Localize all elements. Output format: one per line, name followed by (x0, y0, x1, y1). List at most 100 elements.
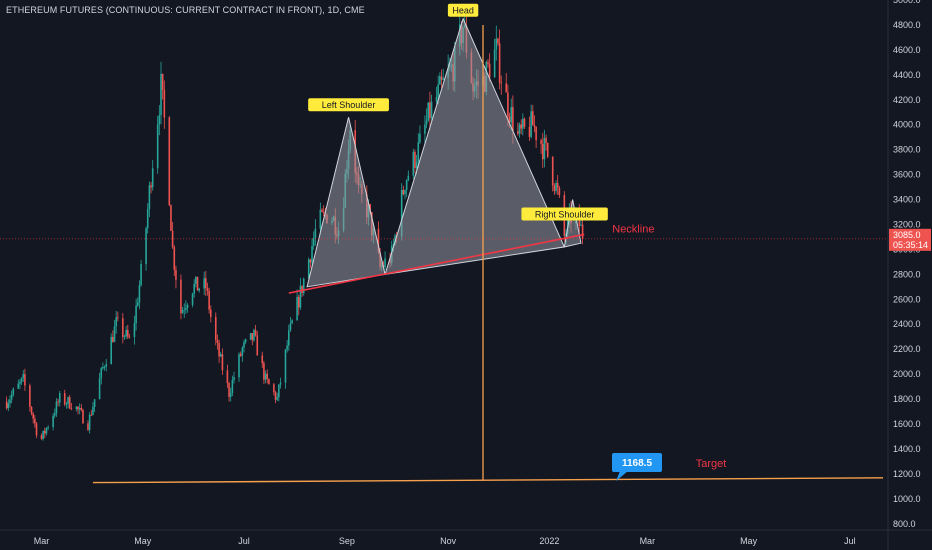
y-tick-label: 2800.0 (893, 269, 921, 279)
candle-body (218, 342, 220, 357)
candle-body (198, 288, 200, 291)
candle-body (394, 235, 396, 245)
candle-body (551, 156, 554, 186)
candle-body (168, 117, 171, 206)
candle-body (205, 278, 207, 289)
neckline-line (288, 233, 585, 294)
pattern-triangle-0 (306, 117, 386, 288)
candle-body (253, 329, 255, 341)
candle-body (439, 76, 441, 85)
candle-body (517, 131, 519, 134)
candle-body (427, 102, 430, 121)
candle-body (65, 403, 68, 405)
candle-body (278, 384, 280, 398)
candle-body (193, 283, 195, 294)
candle-body (532, 111, 534, 126)
candle-body (173, 247, 176, 270)
candle-body (288, 330, 290, 346)
current-price-badge (889, 228, 931, 251)
candle-body (498, 43, 501, 83)
candle-body (209, 309, 212, 317)
candle-body (67, 397, 69, 404)
candle-body (429, 102, 431, 119)
candle-body (440, 76, 443, 80)
candle-body (284, 349, 287, 383)
candle-body (20, 378, 23, 382)
candle-body (530, 111, 532, 137)
candle-body (9, 399, 11, 404)
candle-body (523, 118, 526, 127)
candle-body (400, 189, 403, 237)
candle-body (309, 259, 312, 263)
candle-body (55, 401, 58, 414)
candle-body (158, 115, 161, 125)
y-tick-label: 3600.0 (893, 170, 921, 180)
x-tick-label: Jul (844, 536, 856, 546)
candle-body (493, 49, 496, 78)
x-tick-label: 2022 (539, 536, 559, 546)
candle-body (128, 336, 131, 338)
y-tick-label: 1600.0 (893, 419, 921, 429)
left-shoulder-label-box (308, 98, 389, 112)
candle-body (233, 377, 235, 380)
candle-body (17, 383, 20, 389)
y-tick-label: 2200.0 (893, 344, 921, 354)
candle-body (286, 345, 288, 350)
candle-body (404, 189, 406, 195)
candle-body (180, 279, 182, 314)
candle-body (405, 180, 408, 190)
candle-body (12, 388, 15, 395)
x-tick-label: May (134, 536, 152, 546)
candle-body (264, 373, 267, 380)
y-tick-label: 2000.0 (893, 369, 921, 379)
candle-body (148, 185, 151, 209)
candle-body (299, 285, 302, 308)
candle-body (407, 175, 410, 181)
current-price-timer: 05:35:14 (893, 240, 928, 250)
candle-body (239, 354, 242, 356)
target-badge-pointer (616, 471, 628, 481)
x-tick-label: Sep (339, 536, 355, 546)
candle-body (145, 228, 147, 265)
candle-body (415, 162, 418, 169)
candle-body (244, 339, 247, 343)
candle-body (100, 368, 103, 379)
candle-body (497, 38, 499, 44)
candle-body (556, 183, 559, 188)
candle-body (30, 406, 33, 414)
candle-body (392, 244, 395, 246)
candle-body (402, 189, 405, 195)
candle-body (321, 209, 323, 212)
candle-body (140, 264, 142, 286)
candle-body (75, 406, 78, 409)
pattern-triangle-1 (384, 17, 566, 275)
candle-body (53, 413, 56, 416)
candle-body (512, 107, 514, 132)
candle-body (10, 394, 13, 400)
candle-body (90, 414, 93, 416)
y-tick-label: 4000.0 (893, 120, 921, 130)
candle-body (291, 320, 293, 324)
candle-body (151, 168, 154, 188)
target-line (92, 477, 884, 484)
candle-body (113, 326, 116, 342)
candle-body (93, 399, 96, 407)
x-tick-label: Mar (640, 536, 656, 546)
candle-body (528, 126, 531, 137)
candle-body (146, 208, 149, 229)
candle-body (412, 151, 415, 176)
candle-body (156, 124, 159, 169)
candle-body (274, 392, 277, 400)
y-tick-label: 2600.0 (893, 294, 921, 304)
candle-body (558, 187, 561, 196)
candle-body (42, 430, 44, 439)
candle-body (206, 288, 209, 291)
candle-body (243, 342, 245, 348)
target-badge (612, 453, 662, 472)
candle-body (289, 323, 292, 331)
candle-body (110, 336, 113, 365)
candle-body (102, 366, 104, 369)
candle-body (543, 137, 546, 160)
candle-body (24, 374, 26, 386)
